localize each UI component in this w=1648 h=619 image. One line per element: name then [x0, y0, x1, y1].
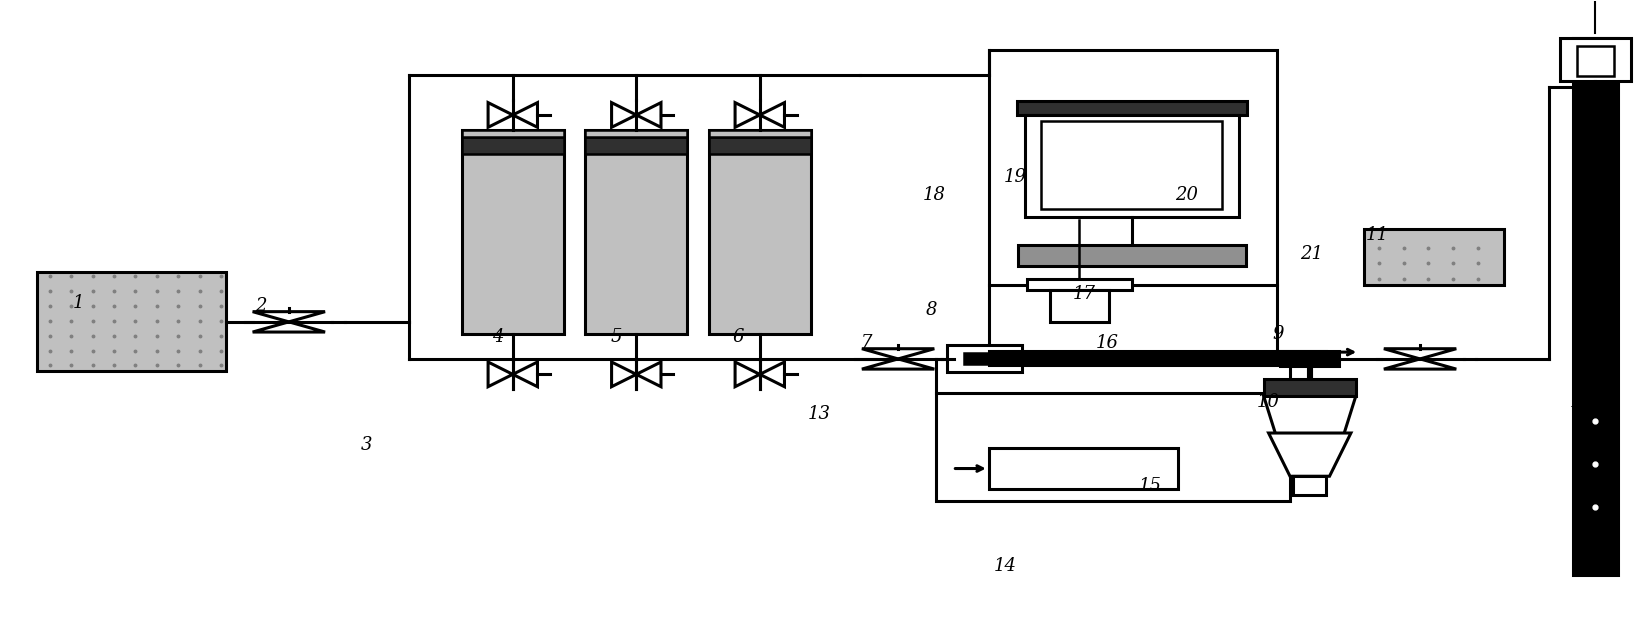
- Text: 16: 16: [1096, 334, 1119, 352]
- Bar: [1018, 245, 1246, 266]
- Polygon shape: [252, 322, 325, 332]
- Text: 19: 19: [1004, 168, 1027, 186]
- Bar: [585, 131, 687, 334]
- Polygon shape: [862, 359, 934, 369]
- Text: 10: 10: [1257, 393, 1280, 411]
- Polygon shape: [488, 103, 513, 128]
- Bar: [1027, 279, 1132, 290]
- Bar: [1561, 38, 1632, 81]
- Bar: [948, 345, 1022, 373]
- Bar: [1280, 352, 1340, 366]
- Text: 4: 4: [493, 328, 504, 346]
- Polygon shape: [735, 362, 760, 387]
- Text: 20: 20: [1175, 186, 1198, 204]
- Polygon shape: [1384, 359, 1457, 369]
- Polygon shape: [1264, 396, 1356, 448]
- Bar: [1294, 476, 1327, 495]
- Polygon shape: [636, 362, 661, 387]
- Bar: [36, 272, 226, 371]
- Bar: [1042, 121, 1223, 209]
- Bar: [1365, 229, 1505, 285]
- Text: 14: 14: [994, 557, 1017, 575]
- Bar: [1574, 38, 1618, 575]
- Bar: [1050, 290, 1109, 322]
- Polygon shape: [760, 103, 784, 128]
- Text: 17: 17: [1073, 285, 1096, 303]
- Polygon shape: [735, 103, 760, 128]
- Bar: [461, 137, 564, 154]
- Text: 2: 2: [255, 297, 267, 316]
- Bar: [964, 353, 994, 364]
- Bar: [1025, 115, 1239, 217]
- Bar: [709, 137, 811, 154]
- Polygon shape: [513, 362, 537, 387]
- Bar: [461, 131, 564, 334]
- Bar: [1017, 102, 1248, 115]
- Bar: [989, 50, 1277, 285]
- Text: 21: 21: [1300, 245, 1323, 263]
- Bar: [585, 137, 687, 154]
- Text: 18: 18: [923, 186, 946, 204]
- Polygon shape: [513, 103, 537, 128]
- Text: 9: 9: [1272, 325, 1284, 343]
- Bar: [585, 131, 687, 137]
- Bar: [1287, 448, 1333, 467]
- Text: 15: 15: [1139, 477, 1162, 495]
- Bar: [1264, 379, 1356, 396]
- Text: 1: 1: [73, 294, 84, 313]
- Polygon shape: [1269, 433, 1351, 476]
- Polygon shape: [252, 311, 325, 322]
- Text: 8: 8: [925, 300, 936, 319]
- Bar: [1577, 46, 1615, 76]
- Text: 11: 11: [1366, 227, 1389, 245]
- Bar: [709, 131, 811, 334]
- Polygon shape: [611, 362, 636, 387]
- Bar: [989, 448, 1178, 488]
- Polygon shape: [1384, 348, 1457, 359]
- Polygon shape: [611, 103, 636, 128]
- Text: 12: 12: [1571, 393, 1594, 411]
- Text: 7: 7: [860, 334, 872, 352]
- Polygon shape: [760, 362, 784, 387]
- Text: 3: 3: [361, 436, 372, 454]
- Text: 13: 13: [808, 405, 831, 423]
- Polygon shape: [636, 103, 661, 128]
- Bar: [989, 352, 1327, 365]
- Polygon shape: [862, 348, 934, 359]
- Text: 5: 5: [611, 328, 623, 346]
- Bar: [461, 131, 564, 137]
- Bar: [936, 393, 1290, 501]
- Polygon shape: [488, 362, 513, 387]
- Bar: [709, 131, 811, 137]
- Text: 6: 6: [733, 328, 745, 346]
